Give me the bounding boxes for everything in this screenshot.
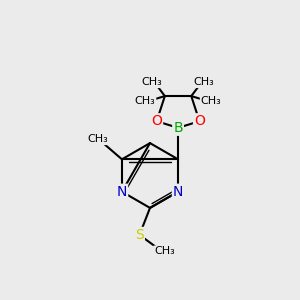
Text: O: O	[194, 114, 205, 128]
Text: S: S	[135, 228, 144, 242]
Text: B: B	[173, 121, 183, 135]
Text: CH₃: CH₃	[201, 96, 221, 106]
Text: N: N	[117, 185, 127, 199]
Text: CH₃: CH₃	[88, 134, 108, 144]
Text: N: N	[173, 185, 183, 199]
Text: CH₃: CH₃	[142, 77, 162, 87]
Text: CH₃: CH₃	[135, 96, 155, 106]
Text: CH₃: CH₃	[194, 77, 214, 87]
Text: CH₃: CH₃	[154, 246, 175, 256]
Text: O: O	[151, 114, 162, 128]
